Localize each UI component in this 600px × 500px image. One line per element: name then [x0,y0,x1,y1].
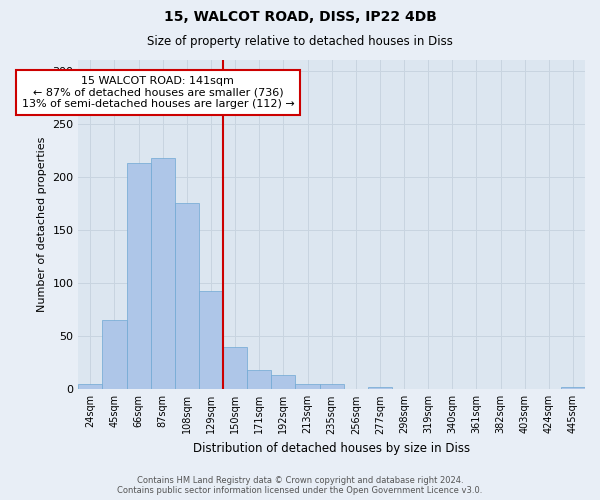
Text: Size of property relative to detached houses in Diss: Size of property relative to detached ho… [147,35,453,48]
Bar [247,370,271,390]
Bar [199,290,223,390]
Bar [79,384,103,390]
Bar [368,387,392,390]
Text: Contains HM Land Registry data © Crown copyright and database right 2024.
Contai: Contains HM Land Registry data © Crown c… [118,476,482,495]
Bar [127,163,151,390]
Bar [320,384,344,390]
Bar [151,158,175,390]
Bar [271,376,295,390]
Bar [561,387,585,390]
Text: 15, WALCOT ROAD, DISS, IP22 4DB: 15, WALCOT ROAD, DISS, IP22 4DB [164,10,436,24]
Bar [175,204,199,390]
Bar [295,384,320,390]
Bar [103,320,127,390]
Y-axis label: Number of detached properties: Number of detached properties [37,137,47,312]
Bar [223,347,247,390]
Text: 15 WALCOT ROAD: 141sqm
← 87% of detached houses are smaller (736)
13% of semi-de: 15 WALCOT ROAD: 141sqm ← 87% of detached… [22,76,295,109]
X-axis label: Distribution of detached houses by size in Diss: Distribution of detached houses by size … [193,442,470,455]
